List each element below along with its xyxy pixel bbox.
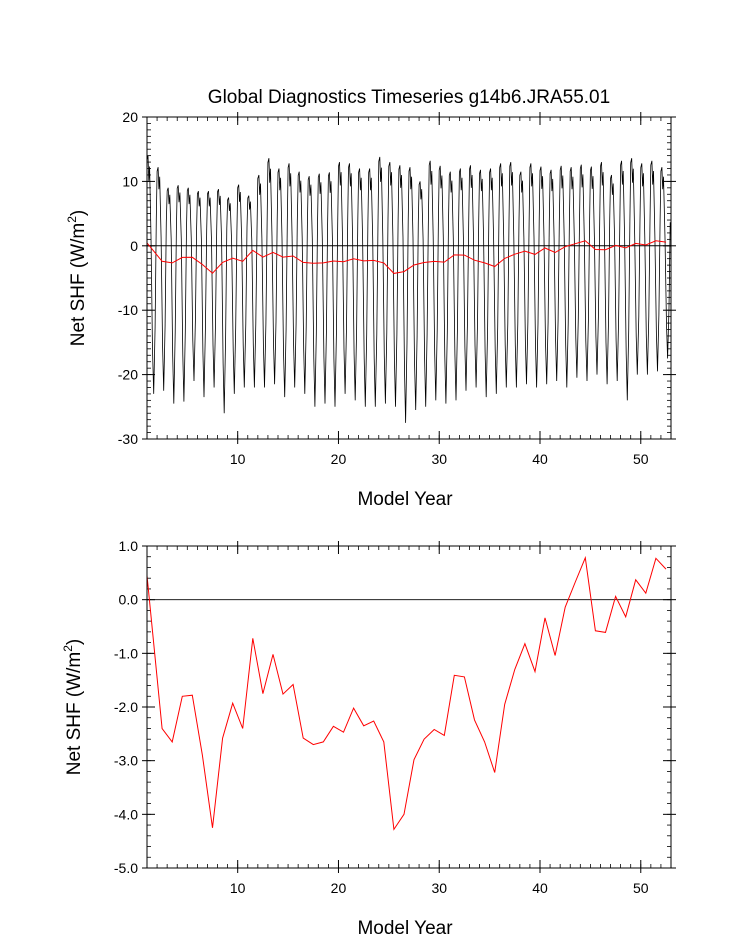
x-tick-label: 50	[633, 451, 649, 467]
top-chart: Global Diagnostics Timeseries g14b6.JRA5…	[65, 87, 676, 510]
y-tick-label: 0.0	[119, 592, 139, 608]
y-tick-label: -4.0	[114, 806, 138, 822]
y-tick-label: -1.0	[114, 645, 138, 661]
y-tick-label: -3.0	[114, 753, 138, 769]
y-tick-label: 20	[122, 109, 138, 125]
bottom-y-tick-labels: -5.0 -4.0 -3.0 -2.0 -1.0 0.0 1.0	[114, 538, 138, 876]
x-tick-label: 30	[431, 451, 447, 467]
bottom-y-axis-label: Net SHF (W/m2)	[61, 639, 85, 776]
x-tick-label: 10	[230, 880, 246, 896]
top-monthly-series	[146, 155, 671, 423]
top-y-tick-labels: -30 -20 -10 0 10 20	[118, 109, 138, 447]
y-tick-label: 1.0	[119, 538, 139, 554]
bottom-x-tick-labels: 10 20 30 40 50	[230, 880, 649, 896]
y-tick-label: -5.0	[114, 860, 138, 876]
y-tick-label: -2.0	[114, 699, 138, 715]
bottom-y-axis-label-main: Net SHF (W/m	[64, 652, 85, 776]
bottom-x-axis-label: Model Year	[357, 918, 453, 939]
top-plot-frame	[146, 116, 672, 440]
top-x-tick-labels: 10 20 30 40 50	[230, 451, 649, 467]
bottom-annual-mean-series	[146, 555, 667, 831]
chart-title: Global Diagnostics Timeseries g14b6.JRA5…	[208, 87, 610, 108]
x-tick-label: 20	[331, 880, 347, 896]
y-tick-label: 10	[122, 173, 138, 189]
x-tick-label: 10	[230, 451, 246, 467]
top-y-axis-label-end: )	[68, 210, 89, 216]
y-tick-label: 0	[130, 238, 138, 254]
top-y-axis-label: Net SHF (W/m2)	[65, 210, 89, 347]
x-tick-label: 40	[532, 880, 548, 896]
bottom-y-axis-label-sup: 2	[61, 645, 75, 652]
top-annual-mean-series	[146, 240, 667, 274]
bottom-chart: 10 20 30 40 50 -5.0 -4.0 -3.0 -2.0 -1.0 0.0 1.0 Mo…	[61, 538, 676, 939]
y-tick-label: -30	[118, 431, 138, 447]
y-tick-label: -10	[118, 302, 138, 318]
x-tick-label: 50	[633, 880, 649, 896]
x-tick-label: 30	[431, 880, 447, 896]
x-tick-label: 20	[331, 451, 347, 467]
bottom-plot-frame	[146, 545, 672, 869]
top-x-axis-label: Model Year	[357, 489, 453, 510]
y-tick-label: -20	[118, 367, 138, 383]
top-y-axis-label-main: Net SHF (W/m	[68, 223, 89, 347]
bottom-y-axis-label-end: )	[64, 639, 85, 645]
top-y-axis-label-sup: 2	[65, 216, 79, 223]
bottom-ticks	[142, 541, 676, 873]
x-tick-label: 40	[532, 451, 548, 467]
